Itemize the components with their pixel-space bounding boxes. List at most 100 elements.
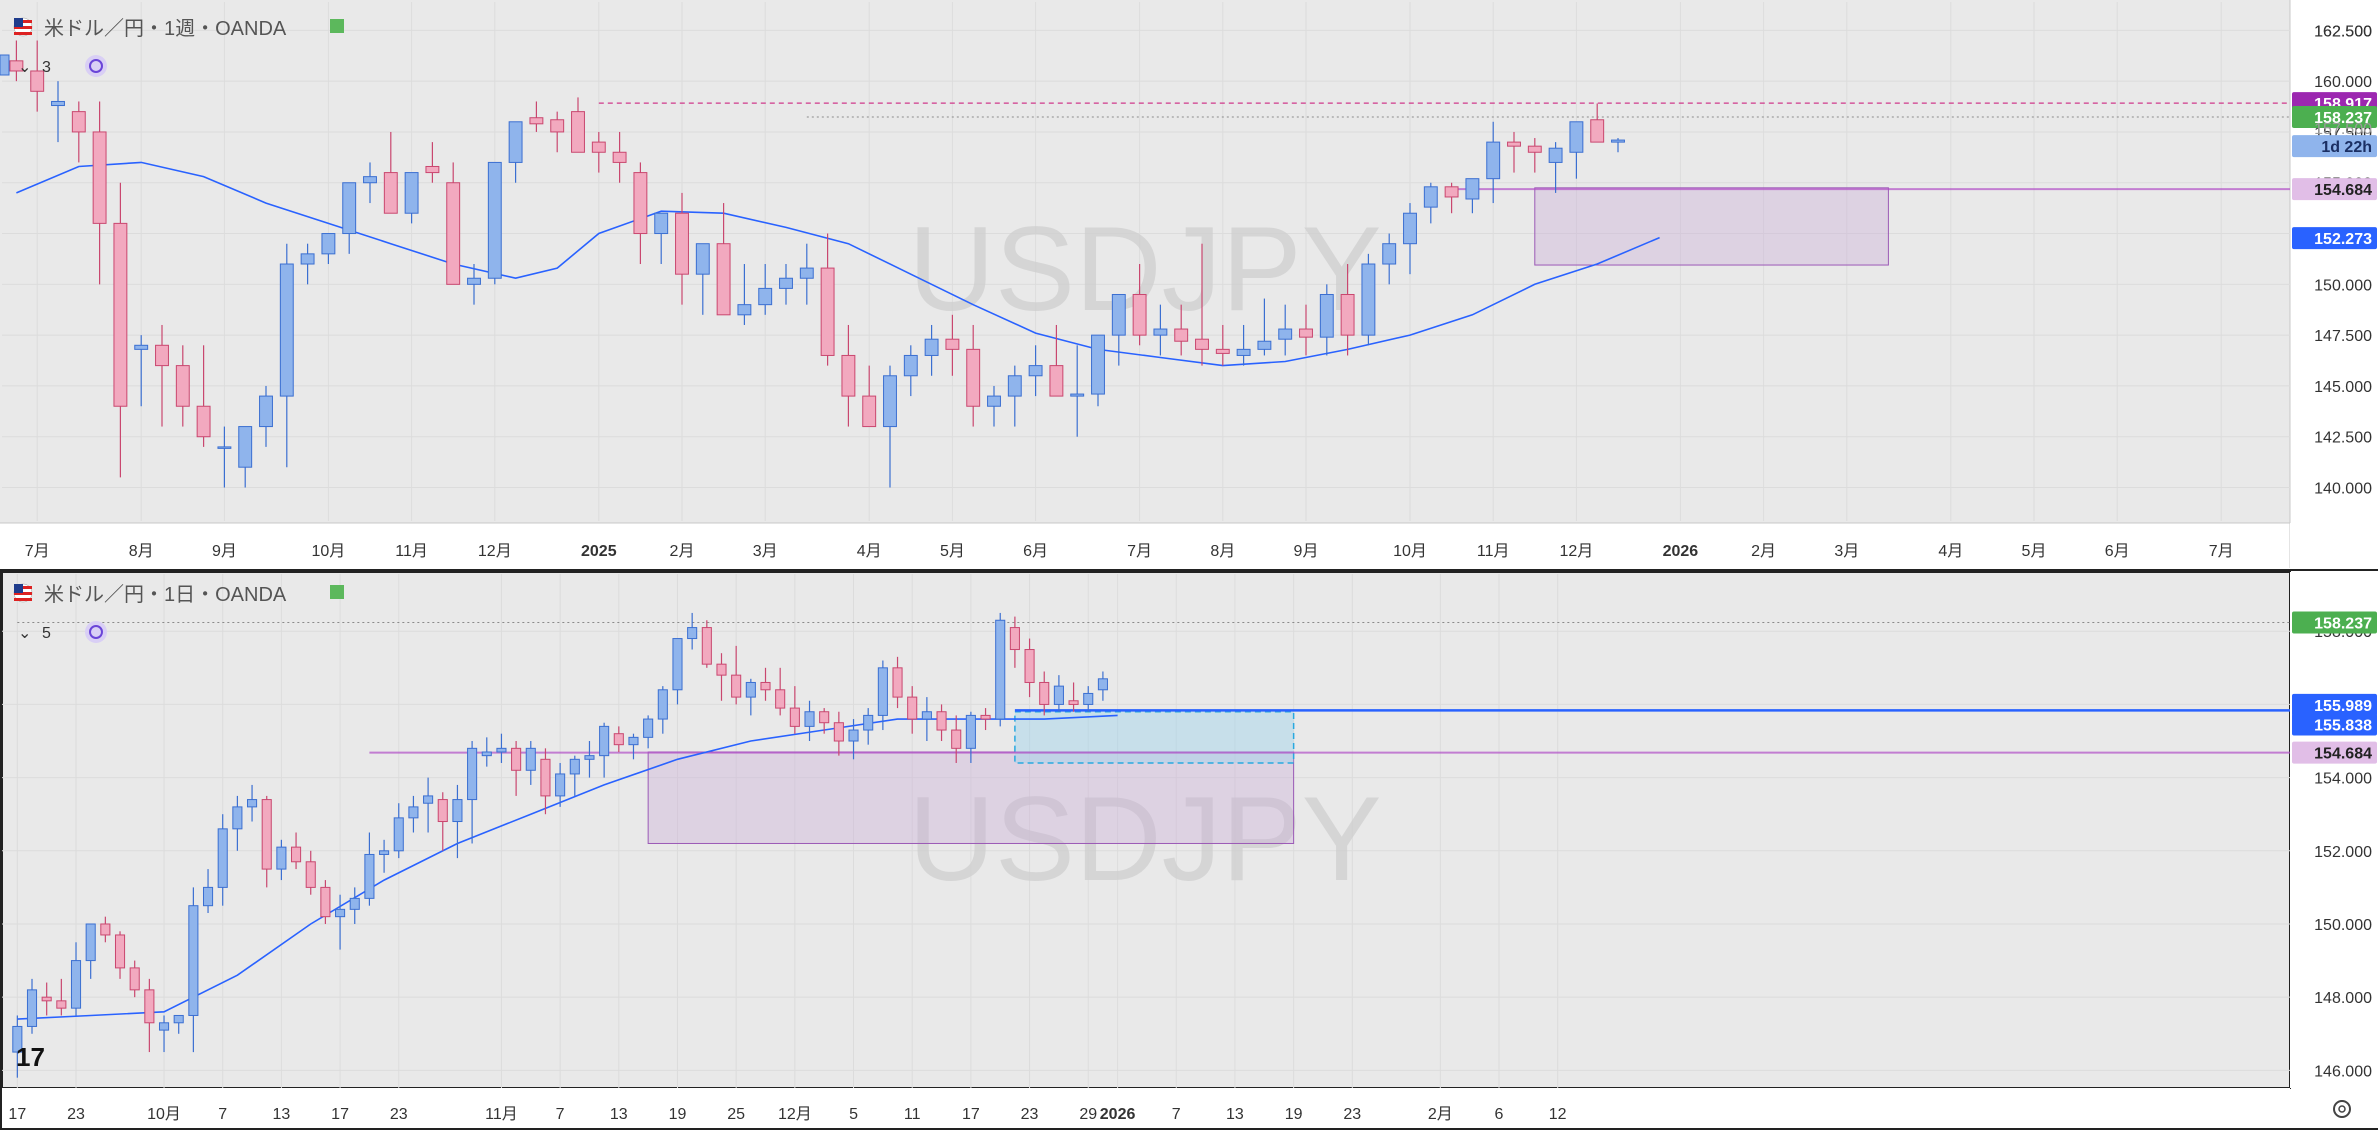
- bearish-candle[interactable]: [1507, 131, 1521, 173]
- bearish-candle[interactable]: [833, 711, 844, 756]
- bullish-candle[interactable]: [1053, 675, 1064, 712]
- bearish-candle[interactable]: [1444, 182, 1459, 214]
- bullish-candle[interactable]: [903, 345, 918, 397]
- weekly-indicator-count[interactable]: 3: [42, 59, 51, 76]
- bearish-candle[interactable]: [571, 97, 585, 153]
- bearish-candle[interactable]: [841, 324, 856, 427]
- bearish-candle[interactable]: [980, 708, 991, 731]
- bullish-candle[interactable]: [1569, 121, 1584, 179]
- bearish-candle[interactable]: [591, 131, 606, 173]
- bullish-candle[interactable]: [202, 869, 214, 914]
- daily-time-axis[interactable]: [2, 1088, 2290, 1130]
- bullish-candle[interactable]: [217, 814, 228, 906]
- bullish-candle[interactable]: [779, 264, 793, 305]
- bullish-candle[interactable]: [1403, 203, 1417, 275]
- supply-demand-zone[interactable]: [647, 751, 1295, 844]
- bullish-candle[interactable]: [657, 686, 668, 734]
- bullish-candle[interactable]: [259, 385, 273, 447]
- bearish-candle[interactable]: [1068, 682, 1079, 712]
- bullish-candle[interactable]: [877, 660, 888, 731]
- bullish-candle[interactable]: [342, 182, 357, 254]
- blue-range-zone[interactable]: [1014, 710, 1295, 764]
- bullish-candle[interactable]: [379, 839, 390, 873]
- bearish-candle[interactable]: [1174, 304, 1189, 356]
- daily-price-axis[interactable]: [2290, 572, 2378, 1088]
- bullish-candle[interactable]: [321, 233, 336, 265]
- bullish-candle[interactable]: [232, 795, 243, 851]
- bullish-candle[interactable]: [599, 722, 610, 778]
- bearish-candle[interactable]: [760, 667, 771, 701]
- bullish-candle[interactable]: [452, 784, 463, 859]
- bearish-candle[interactable]: [196, 345, 211, 447]
- bearish-candle[interactable]: [1527, 138, 1542, 173]
- bullish-candle[interactable]: [987, 385, 1001, 427]
- weekly-symbol-title[interactable]: 米ドル／円・1週・OANDA: [44, 17, 287, 40]
- bearish-candle[interactable]: [612, 131, 627, 183]
- bearish-candle[interactable]: [1009, 616, 1020, 668]
- bullish-candle[interactable]: [217, 426, 232, 488]
- bearish-candle[interactable]: [945, 314, 960, 376]
- bullish-candle[interactable]: [70, 942, 82, 1016]
- bearish-candle[interactable]: [113, 182, 128, 478]
- weekly-legend[interactable]: 米ドル／円・1週・OANDA ⌄ 3: [0, 17, 344, 77]
- moving-average-line[interactable]: [17, 714, 1118, 1020]
- bullish-candle[interactable]: [1097, 671, 1108, 701]
- bullish-candle[interactable]: [569, 755, 580, 796]
- bearish-candle[interactable]: [71, 101, 86, 163]
- bullish-candle[interactable]: [487, 161, 502, 285]
- bearish-candle[interactable]: [30, 40, 45, 112]
- bearish-candle[interactable]: [511, 741, 522, 796]
- bullish-candle[interactable]: [1070, 345, 1085, 437]
- bullish-candle[interactable]: [51, 81, 65, 143]
- bullish-candle[interactable]: [555, 762, 566, 807]
- bullish-candle[interactable]: [965, 711, 976, 763]
- bullish-candle[interactable]: [467, 264, 481, 305]
- moving-average-line[interactable]: [16, 161, 1660, 367]
- bullish-candle[interactable]: [863, 708, 874, 745]
- bullish-candle[interactable]: [883, 365, 897, 488]
- bearish-candle[interactable]: [425, 142, 440, 183]
- bullish-candle[interactable]: [628, 733, 639, 760]
- bullish-candle[interactable]: [1423, 182, 1438, 224]
- refresh-icon[interactable]: [85, 55, 107, 77]
- bearish-candle[interactable]: [540, 748, 551, 815]
- bearish-candle[interactable]: [41, 982, 52, 1016]
- bullish-candle[interactable]: [188, 887, 199, 1053]
- daily-indicator-count[interactable]: 5: [42, 625, 51, 642]
- bullish-candle[interactable]: [247, 784, 258, 822]
- bearish-candle[interactable]: [862, 365, 877, 428]
- bearish-candle[interactable]: [305, 850, 316, 895]
- bearish-candle[interactable]: [56, 978, 67, 1016]
- bullish-candle[interactable]: [26, 978, 38, 1034]
- bearish-candle[interactable]: [144, 978, 155, 1053]
- bullish-candle[interactable]: [158, 1015, 170, 1053]
- bearish-candle[interactable]: [1132, 264, 1147, 346]
- chevron-down-icon[interactable]: ⌄: [18, 625, 31, 642]
- bearish-candle[interactable]: [819, 708, 830, 734]
- bullish-candle[interactable]: [1465, 178, 1480, 214]
- bearish-candle[interactable]: [1039, 671, 1050, 716]
- bullish-candle[interactable]: [335, 894, 346, 950]
- bullish-candle[interactable]: [238, 426, 253, 488]
- bullish-candle[interactable]: [1382, 233, 1397, 285]
- bullish-candle[interactable]: [737, 264, 752, 325]
- bearish-candle[interactable]: [129, 960, 140, 998]
- bearish-candle[interactable]: [320, 880, 331, 924]
- bearish-candle[interactable]: [446, 162, 461, 285]
- bearish-candle[interactable]: [1590, 103, 1605, 143]
- refresh-icon[interactable]: [85, 621, 107, 643]
- bearish-candle[interactable]: [907, 686, 918, 734]
- bullish-candle[interactable]: [364, 832, 375, 906]
- weekly-time-axis[interactable]: [0, 523, 2290, 568]
- bearish-candle[interactable]: [155, 324, 169, 427]
- bullish-candle[interactable]: [1091, 334, 1105, 407]
- bullish-candle[interactable]: [1486, 121, 1501, 204]
- bearish-candle[interactable]: [100, 916, 111, 943]
- bearish-candle[interactable]: [936, 704, 947, 742]
- bullish-candle[interactable]: [363, 162, 377, 204]
- bearish-candle[interactable]: [716, 653, 727, 701]
- bearish-candle[interactable]: [633, 162, 648, 265]
- bullish-candle[interactable]: [85, 923, 96, 979]
- bullish-candle[interactable]: [1257, 298, 1272, 356]
- bullish-candle[interactable]: [496, 733, 507, 763]
